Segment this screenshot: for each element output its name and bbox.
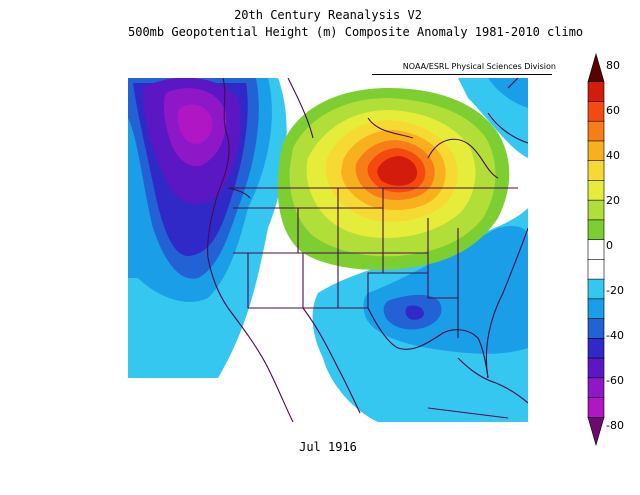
colorbar-tick-label: -20 — [606, 284, 624, 297]
colorbar-segment — [587, 416, 605, 447]
contour-neg-ne-20 — [488, 78, 528, 108]
chart-title-line2: 500mb Geopotential Height (m) Composite … — [128, 25, 584, 39]
colorbar-segment — [587, 180, 605, 201]
contour-pos-50 — [377, 156, 418, 186]
contour-neg-west-70 — [177, 104, 213, 144]
boundary-lines — [207, 78, 528, 422]
colorbar-segment — [587, 298, 605, 320]
colorbar-segment — [587, 318, 605, 340]
colorbar-segment — [587, 259, 605, 280]
colorbar-segment — [587, 140, 605, 162]
colorbar-tick-label: -60 — [606, 374, 624, 387]
colorbar-segment — [587, 397, 605, 419]
anomaly-map — [128, 78, 528, 422]
contour-neg-se-40 — [405, 305, 424, 320]
credit-underline — [372, 74, 552, 75]
colorbar-tick-label: 80 — [606, 59, 620, 72]
colorbar-tick-label: 60 — [606, 104, 620, 117]
colorbar-segment — [587, 338, 605, 359]
colorbar-segment — [587, 101, 605, 123]
colorbar-tick-label: -40 — [606, 329, 624, 342]
colorbar-tick-label: -80 — [606, 419, 624, 432]
colorbar-tick-label: 40 — [606, 149, 620, 162]
colorbar-segment — [587, 52, 605, 83]
colorbar-segment — [587, 160, 605, 182]
colorbar-segment — [587, 120, 605, 142]
colorbar-segment — [587, 357, 605, 379]
colorbar-segment — [587, 219, 605, 241]
credit-label: NOAA/ESRL Physical Sciences Division — [402, 62, 556, 71]
chart-title-line1: 20th Century Reanalysis V2 — [234, 8, 422, 22]
colorbar-segment — [587, 81, 605, 103]
colorbar-segment — [587, 199, 605, 221]
colorbar-segment — [587, 377, 605, 399]
colorbar-tick-label: 20 — [606, 194, 620, 207]
colorbar — [587, 52, 605, 447]
colorbar-tick-label: 0 — [606, 239, 613, 252]
date-label: Jul 1916 — [299, 440, 357, 454]
colorbar-segment — [587, 278, 605, 300]
colorbar-segment — [587, 239, 605, 261]
